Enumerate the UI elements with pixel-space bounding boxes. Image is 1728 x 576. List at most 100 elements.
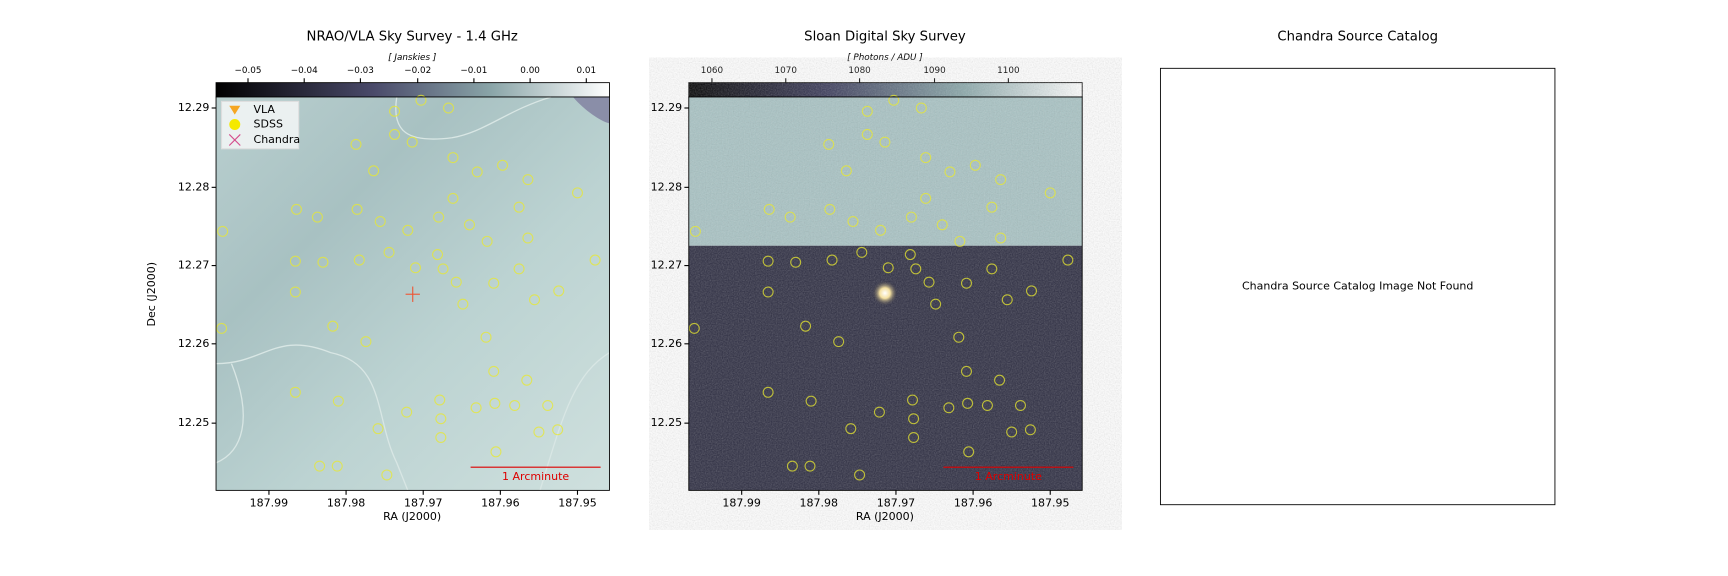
source-marker: [888, 94, 900, 106]
x-tick-label: 187.96: [954, 497, 993, 510]
source-marker: [1062, 254, 1074, 266]
source-marker: [353, 254, 365, 266]
source-marker: [542, 400, 554, 412]
source-marker: [905, 211, 917, 223]
source-marker: [908, 431, 920, 443]
source-marker: [435, 413, 447, 425]
source-marker: [689, 225, 701, 237]
source-marker: [823, 138, 835, 150]
y-tick-label: 12.27: [651, 259, 683, 272]
source-marker: [571, 187, 583, 199]
source-marker: [908, 413, 920, 425]
source-marker: [360, 336, 372, 348]
source-marker: [389, 105, 401, 117]
source-marker: [805, 395, 817, 407]
source-marker: [960, 365, 972, 377]
source-marker: [447, 152, 459, 164]
source-marker: [762, 255, 774, 267]
source-marker: [553, 285, 565, 297]
source-marker: [497, 159, 509, 171]
source-marker: [435, 431, 447, 443]
source-marker: [552, 424, 564, 436]
source-marker: [994, 374, 1006, 386]
colorbar-tick-label: −0.04: [291, 66, 318, 76]
source-marker: [854, 469, 866, 481]
source-marker: [873, 406, 885, 418]
source-marker: [882, 262, 894, 274]
y-tick-label: 12.26: [651, 337, 683, 350]
source-marker: [351, 203, 363, 215]
y-tick-label: 12.25: [651, 416, 683, 429]
y-tick-label: 12.26: [178, 337, 210, 350]
panel-title: Chandra Source Catalog: [1277, 29, 1438, 44]
source-marker: [374, 215, 386, 228]
source-marker: [389, 128, 401, 140]
colorbar-tick-label: 1080: [848, 66, 871, 76]
y-tick-label: 12.29: [178, 101, 210, 114]
x-tick-label: 187.98: [800, 497, 839, 510]
source-marker: [509, 400, 521, 412]
source-marker: [930, 298, 942, 310]
source-marker: [804, 460, 816, 472]
source-marker: [490, 446, 502, 458]
source-marker: [875, 224, 887, 236]
source-marker: [481, 235, 493, 247]
source-marker: [1014, 400, 1026, 412]
source-marker: [489, 397, 501, 409]
source-marker: [762, 386, 774, 398]
source-marker: [845, 423, 857, 435]
source-marker: [415, 94, 427, 106]
source-marker: [470, 402, 482, 414]
source-marker: [920, 152, 932, 164]
x-tick-label: 187.97: [877, 497, 916, 510]
message: Chandra Source Catalog Image Not Found: [1242, 280, 1473, 293]
panel-title: Sloan Digital Sky Survey: [804, 29, 966, 44]
source-marker: [216, 322, 228, 334]
y-tick-label: 12.25: [178, 416, 210, 429]
x-tick-label: 187.95: [1031, 497, 1070, 510]
source-marker: [986, 263, 998, 275]
source-marker: [856, 246, 868, 258]
source-marker: [409, 262, 422, 274]
y-tick-label: 12.28: [651, 180, 683, 193]
source-marker: [962, 397, 974, 409]
panel-title: NRAO/VLA Sky Survey - 1.4 GHz: [307, 29, 518, 44]
source-marker: [447, 192, 459, 204]
source-marker: [217, 225, 229, 237]
legend-label: VLA: [254, 103, 276, 116]
source-marker: [529, 294, 541, 306]
source-marker: [383, 246, 395, 258]
colorbar-label: [ Janskies ]: [388, 53, 436, 63]
source-marker: [986, 201, 998, 213]
colorbar-tick-label: 0.00: [520, 66, 540, 76]
source-marker: [434, 394, 446, 406]
source-marker: [995, 232, 1007, 244]
y-tick-label: 12.27: [178, 259, 210, 272]
source-marker: [944, 166, 956, 178]
x-tick-label: 187.97: [404, 497, 442, 510]
source-marker: [471, 166, 483, 178]
colorbar-tick-label: 1100: [997, 66, 1020, 76]
source-marker: [1044, 187, 1056, 199]
x-tick-label: 187.99: [250, 497, 289, 510]
colorbar-tick-label: 1070: [775, 66, 798, 76]
source-marker: [314, 460, 326, 472]
source-marker: [904, 249, 916, 261]
colorbar-tick-label: 0.01: [577, 66, 597, 76]
source-marker: [443, 102, 455, 114]
source-marker: [289, 255, 301, 267]
empty-panel: [1159, 67, 1556, 506]
y-tick-label: 12.29: [651, 101, 683, 114]
source-marker: [786, 460, 798, 472]
source-marker: [910, 263, 922, 275]
colorbar-tick-label: −0.03: [347, 66, 374, 76]
source-marker: [381, 469, 393, 481]
source-marker: [533, 426, 545, 438]
colorbar-tick-label: −0.01: [460, 66, 487, 76]
source-marker: [480, 331, 492, 343]
source-marker: [1001, 294, 1013, 306]
source-marker: [1024, 424, 1036, 436]
legend-label: Chandra: [254, 133, 301, 146]
source-marker: [915, 102, 927, 114]
